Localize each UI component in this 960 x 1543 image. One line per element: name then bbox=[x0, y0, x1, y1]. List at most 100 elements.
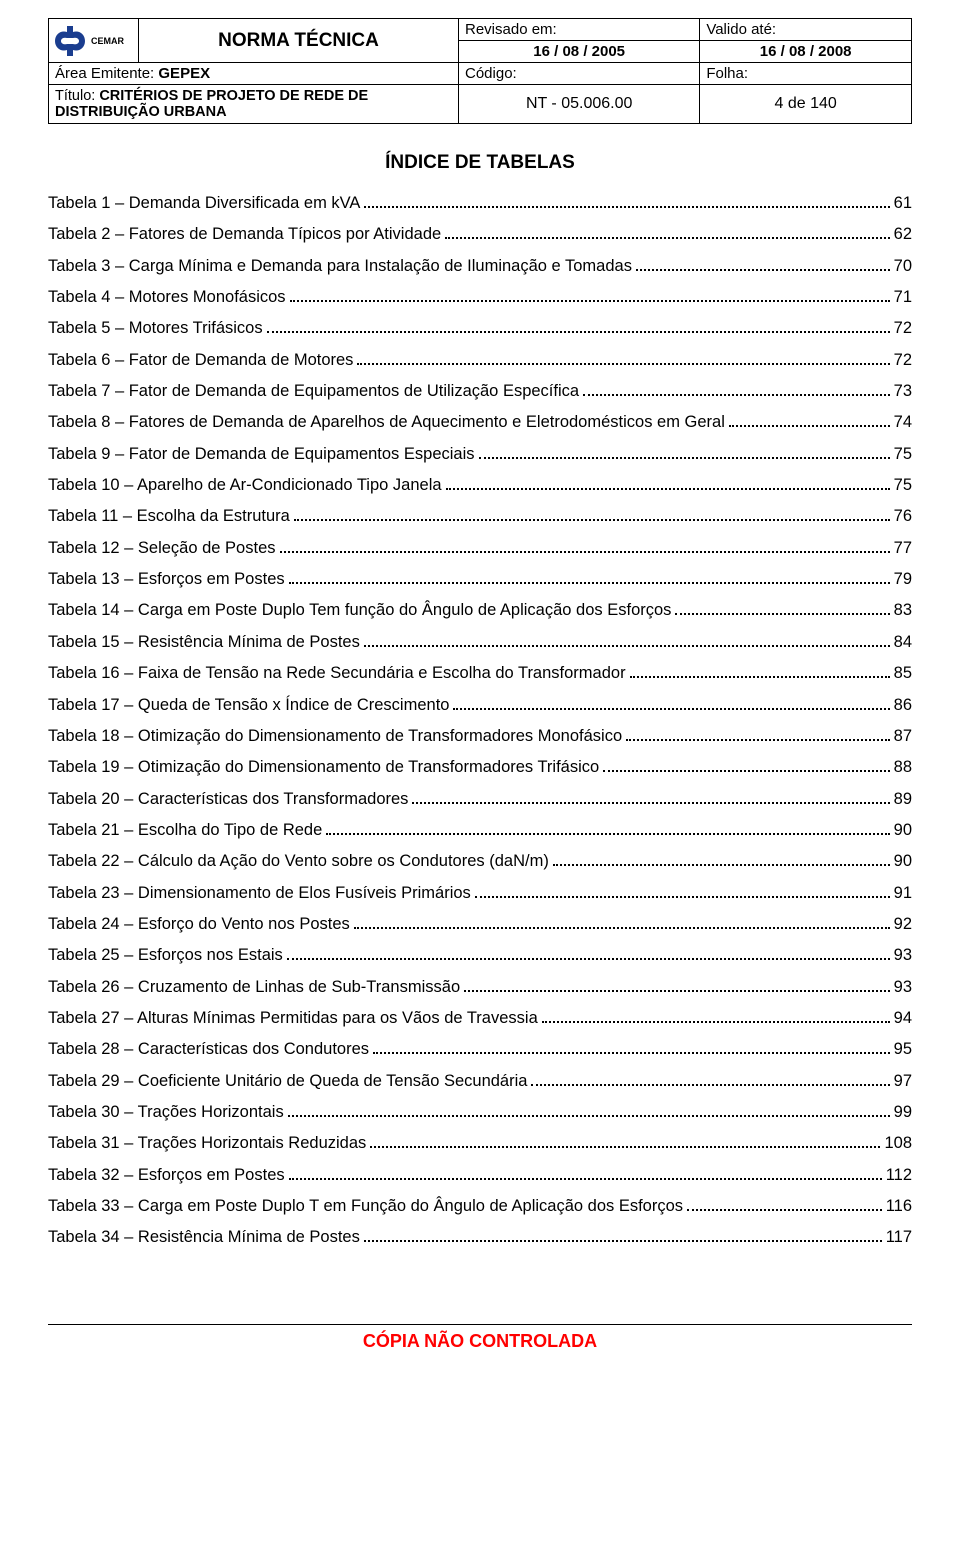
toc-page: 76 bbox=[894, 501, 912, 532]
toc-row: Tabela 22 – Cálculo da Ação do Vento sob… bbox=[48, 846, 912, 877]
toc-label: Tabela 7 – Fator de Demanda de Equipamen… bbox=[48, 376, 579, 407]
footer-divider bbox=[48, 1324, 912, 1325]
toc-dots bbox=[729, 425, 890, 427]
toc-label: Tabela 22 – Cálculo da Ação do Vento sob… bbox=[48, 846, 549, 877]
revisado-label: Revisado em: bbox=[459, 19, 700, 41]
toc-dots bbox=[294, 519, 890, 521]
toc-label: Tabela 15 – Resistência Mínima de Postes bbox=[48, 627, 360, 658]
toc-dots bbox=[373, 1052, 890, 1054]
toc-row: Tabela 32 – Esforços em Postes 112 bbox=[48, 1160, 912, 1191]
footer-watermark: CÓPIA NÃO CONTROLADA bbox=[48, 1331, 912, 1352]
toc-page: 87 bbox=[894, 721, 912, 752]
toc-page: 108 bbox=[884, 1128, 912, 1159]
toc-dots bbox=[675, 613, 889, 615]
codigo-label: Código: bbox=[459, 63, 700, 85]
toc-row: Tabela 16 – Faixa de Tensão na Rede Secu… bbox=[48, 658, 912, 689]
toc-page: 61 bbox=[894, 188, 912, 219]
toc-label: Tabela 3 – Carga Mínima e Demanda para I… bbox=[48, 251, 632, 282]
revisado-date: 16 / 08 / 2005 bbox=[459, 41, 700, 63]
toc-page: 73 bbox=[894, 376, 912, 407]
toc-row: Tabela 24 – Esforço do Vento nos Postes9… bbox=[48, 909, 912, 940]
titulo-cell: Título: CRITÉRIOS DE PROJETO DE REDE DE … bbox=[49, 85, 459, 124]
toc-page: 77 bbox=[894, 533, 912, 564]
toc-row: Tabela 25 – Esforços nos Estais 93 bbox=[48, 940, 912, 971]
toc-page: 71 bbox=[894, 282, 912, 313]
norma-tecnica: NORMA TÉCNICA bbox=[139, 19, 459, 63]
document-header: CEMAR NORMA TÉCNICA Revisado em: Valido … bbox=[48, 18, 912, 124]
toc-dots bbox=[326, 833, 889, 835]
toc-page: 83 bbox=[894, 595, 912, 626]
toc-dots bbox=[626, 739, 890, 741]
toc-row: Tabela 4 – Motores Monofásicos71 bbox=[48, 282, 912, 313]
toc-page: 90 bbox=[894, 846, 912, 877]
toc-label: Tabela 25 – Esforços nos Estais bbox=[48, 940, 283, 971]
toc-label: Tabela 24 – Esforço do Vento nos Postes bbox=[48, 909, 350, 940]
toc-label: Tabela 10 – Aparelho de Ar-Condicionado … bbox=[48, 470, 442, 501]
toc-page: 94 bbox=[894, 1003, 912, 1034]
toc-row: Tabela 6 – Fator de Demanda de Motores72 bbox=[48, 345, 912, 376]
toc-page: 74 bbox=[894, 407, 912, 438]
toc-row: Tabela 8 – Fatores de Demanda de Aparelh… bbox=[48, 407, 912, 438]
toc-row: Tabela 20 – Características dos Transfor… bbox=[48, 784, 912, 815]
toc-page: 99 bbox=[894, 1097, 912, 1128]
toc-label: Tabela 32 – Esforços em Postes bbox=[48, 1160, 285, 1191]
toc-row: Tabela 21 – Escolha do Tipo de Rede90 bbox=[48, 815, 912, 846]
toc-dots bbox=[280, 551, 890, 553]
toc-page: 112 bbox=[886, 1160, 912, 1191]
toc-row: Tabela 31 – Trações Horizontais Reduzida… bbox=[48, 1128, 912, 1159]
toc-label: Tabela 30 – Trações Horizontais bbox=[48, 1097, 284, 1128]
toc-dots bbox=[553, 864, 890, 866]
toc-page: 93 bbox=[894, 972, 912, 1003]
toc-label: Tabela 28 – Características dos Condutor… bbox=[48, 1034, 369, 1065]
toc-dots bbox=[289, 1178, 882, 1180]
toc-row: Tabela 29 – Coeficiente Unitário de Qued… bbox=[48, 1066, 912, 1097]
toc-row: Tabela 2 – Fatores de Demanda Típicos po… bbox=[48, 219, 912, 250]
valido-label: Valido até: bbox=[700, 19, 912, 41]
folha-label: Folha: bbox=[700, 63, 912, 85]
toc-dots bbox=[290, 300, 890, 302]
toc-page: 62 bbox=[894, 219, 912, 250]
toc-page: 97 bbox=[894, 1066, 912, 1097]
toc-dots bbox=[630, 676, 890, 678]
toc-page: 95 bbox=[894, 1034, 912, 1065]
titulo-label: Título: bbox=[55, 88, 99, 104]
toc-page: 116 bbox=[886, 1191, 912, 1222]
toc-row: Tabela 11 – Escolha da Estrutura76 bbox=[48, 501, 912, 532]
toc-dots bbox=[636, 269, 890, 271]
logo-text: CEMAR bbox=[91, 36, 124, 46]
toc-row: Tabela 5 – Motores Trifásicos72 bbox=[48, 313, 912, 344]
toc-dots bbox=[603, 770, 889, 772]
toc-label: Tabela 34 – Resistência Mínima de Postes bbox=[48, 1222, 360, 1253]
toc-dots bbox=[479, 457, 890, 459]
toc-label: Tabela 31 – Trações Horizontais Reduzida… bbox=[48, 1128, 366, 1159]
toc-label: Tabela 8 – Fatores de Demanda de Aparelh… bbox=[48, 407, 725, 438]
toc-row: Tabela 14 – Carga em Poste Duplo Tem fun… bbox=[48, 595, 912, 626]
toc-page: 84 bbox=[894, 627, 912, 658]
toc-dots bbox=[445, 237, 889, 239]
toc-label: Tabela 26 – Cruzamento de Linhas de Sub-… bbox=[48, 972, 460, 1003]
toc-label: Tabela 1 – Demanda Diversificada em kVA bbox=[48, 188, 360, 219]
toc-page: 72 bbox=[894, 345, 912, 376]
toc-row: Tabela 23 – Dimensionamento de Elos Fusí… bbox=[48, 878, 912, 909]
toc-dots bbox=[531, 1084, 889, 1086]
toc-page: 75 bbox=[894, 470, 912, 501]
toc-row: Tabela 9 – Fator de Demanda de Equipamen… bbox=[48, 439, 912, 470]
toc-row: Tabela 13 – Esforços em Postes79 bbox=[48, 564, 912, 595]
toc-label: Tabela 9 – Fator de Demanda de Equipamen… bbox=[48, 439, 475, 470]
toc-row: Tabela 12 – Seleção de Postes77 bbox=[48, 533, 912, 564]
toc-row: Tabela 18 – Otimização do Dimensionament… bbox=[48, 721, 912, 752]
toc-row: Tabela 10 – Aparelho de Ar-Condicionado … bbox=[48, 470, 912, 501]
toc-row: Tabela 33 – Carga em Poste Duplo T em Fu… bbox=[48, 1191, 912, 1222]
toc-page: 91 bbox=[894, 878, 912, 909]
toc-dots bbox=[364, 206, 889, 208]
toc-page: 86 bbox=[894, 690, 912, 721]
toc-dots bbox=[364, 645, 890, 647]
logo-cell: CEMAR bbox=[49, 19, 139, 63]
toc-page: 93 bbox=[894, 940, 912, 971]
toc-dots bbox=[370, 1146, 880, 1148]
toc-label: Tabela 5 – Motores Trifásicos bbox=[48, 313, 263, 344]
section-title: ÍNDICE DE TABELAS bbox=[48, 152, 912, 174]
toc-row: Tabela 34 – Resistência Mínima de Postes… bbox=[48, 1222, 912, 1253]
toc-label: Tabela 29 – Coeficiente Unitário de Qued… bbox=[48, 1066, 527, 1097]
toc-row: Tabela 7 – Fator de Demanda de Equipamen… bbox=[48, 376, 912, 407]
